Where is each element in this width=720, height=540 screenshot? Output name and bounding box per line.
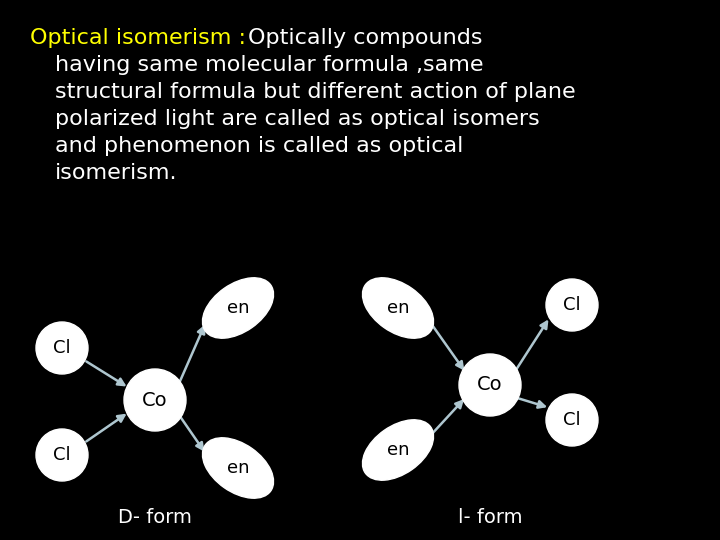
Ellipse shape	[202, 438, 274, 498]
Text: en: en	[387, 299, 409, 317]
Text: en: en	[227, 459, 249, 477]
Ellipse shape	[546, 394, 598, 446]
Text: l- form: l- form	[458, 508, 522, 527]
Text: polarized light are called as optical isomers: polarized light are called as optical is…	[55, 109, 540, 129]
Ellipse shape	[36, 322, 88, 374]
Text: having same molecular formula ,same: having same molecular formula ,same	[55, 55, 484, 75]
Ellipse shape	[362, 420, 433, 480]
Text: Co: Co	[477, 375, 503, 395]
Ellipse shape	[36, 429, 88, 481]
Text: Cl: Cl	[563, 411, 581, 429]
Text: Optical isomerism :: Optical isomerism :	[30, 28, 253, 48]
Text: en: en	[227, 299, 249, 317]
Text: isomerism.: isomerism.	[55, 163, 178, 183]
Text: Optically compounds: Optically compounds	[248, 28, 482, 48]
Ellipse shape	[459, 354, 521, 416]
Text: D- form: D- form	[118, 508, 192, 527]
Text: Cl: Cl	[53, 339, 71, 357]
Text: Cl: Cl	[563, 296, 581, 314]
Text: and phenomenon is called as optical: and phenomenon is called as optical	[55, 136, 464, 156]
Ellipse shape	[124, 369, 186, 431]
Ellipse shape	[202, 278, 274, 338]
Text: structural formula but different action of plane: structural formula but different action …	[55, 82, 575, 102]
Text: en: en	[387, 441, 409, 459]
Ellipse shape	[362, 278, 433, 338]
Text: Co: Co	[142, 390, 168, 409]
Ellipse shape	[546, 279, 598, 331]
Text: Cl: Cl	[53, 446, 71, 464]
